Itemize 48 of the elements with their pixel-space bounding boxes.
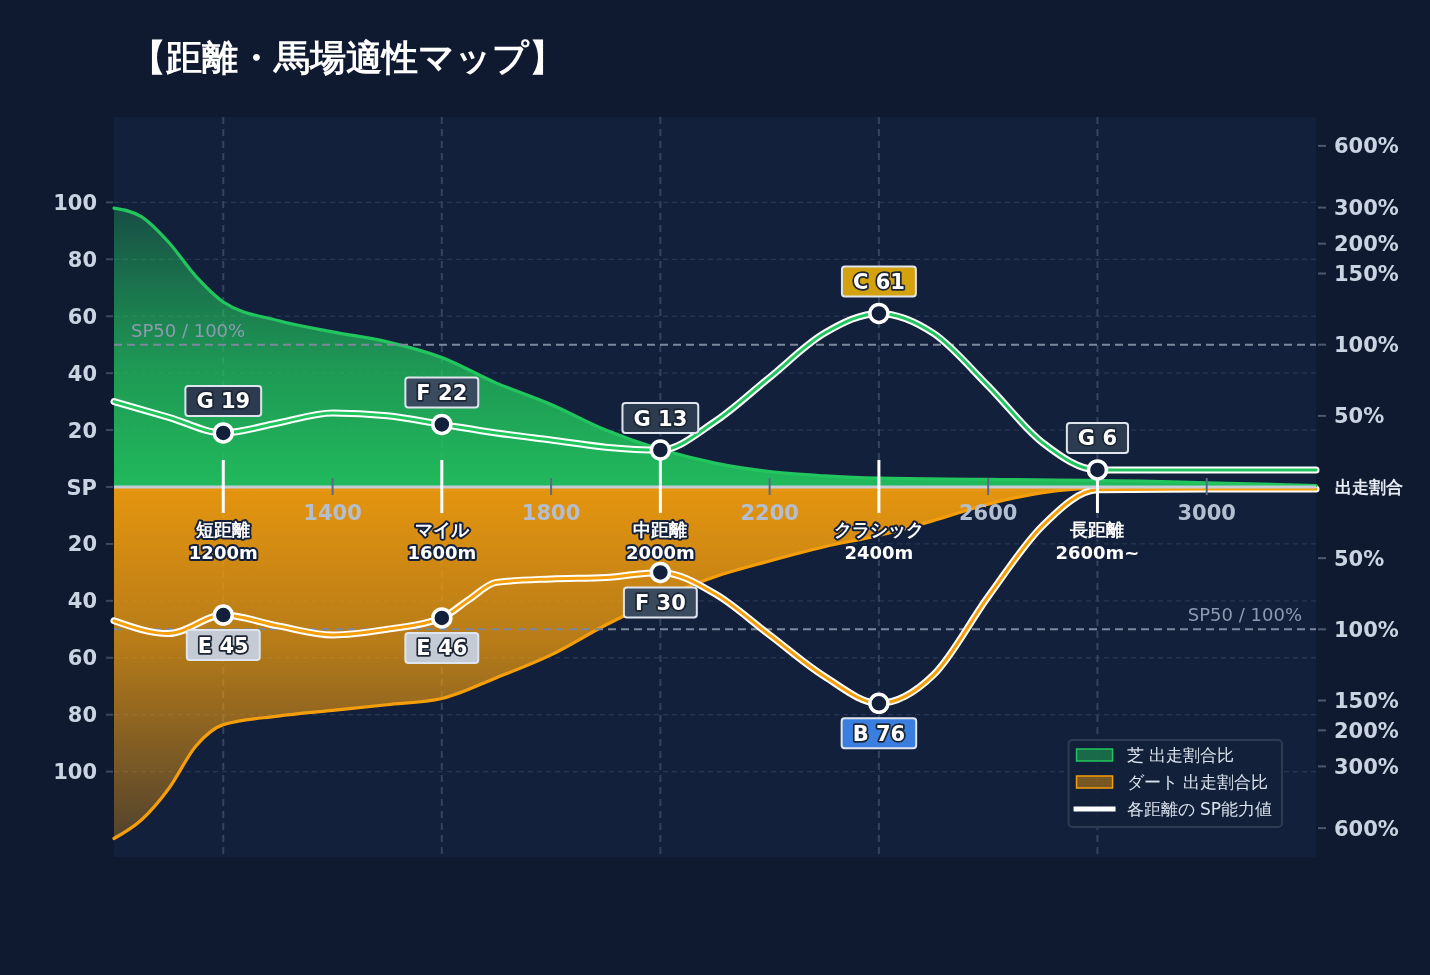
y3-tick-label: 150% <box>1334 688 1399 713</box>
ref-line-label: 長距離 2600m~ <box>1055 519 1140 563</box>
y3-tick-label: 50% <box>1334 404 1385 429</box>
y3-tick-label: 150% <box>1334 262 1399 287</box>
data-label: G 6 <box>1077 426 1118 451</box>
y2-tick-label: 200% <box>1334 232 1399 257</box>
x-tick-label: 3000 <box>1177 501 1236 525</box>
x-tick-label: 1400 <box>303 501 362 525</box>
legend-label: 各距離の SP能力値 <box>1126 799 1272 819</box>
y3-tick-label: 100% <box>1334 333 1399 358</box>
y3-tick-label: 100% <box>1334 617 1399 642</box>
y-tick-label: 40 <box>67 589 97 614</box>
x-tick-label: 1800 <box>521 501 581 525</box>
chart-title: 【距離・馬場適性マップ】 <box>130 37 565 78</box>
ref-line-label: マイル 1600m <box>407 519 477 563</box>
y-tick-label: 60 <box>67 304 97 329</box>
y2-tick-label: 600% <box>1334 816 1399 841</box>
data-label: E 45 <box>197 633 249 658</box>
data-label: E 46 <box>416 636 468 661</box>
legend-label: 芝 出走割合比 <box>1126 745 1234 765</box>
y3-tick-label: 50% <box>1334 546 1385 571</box>
y-tick-label: 20 <box>67 418 97 443</box>
x-tick-label: 2200 <box>740 501 799 525</box>
ref-line-label: SP50 / 100% <box>131 319 246 341</box>
ref-line-label: SP50 / 100% <box>1187 604 1302 626</box>
x-tick-label: 2600 <box>958 501 1018 525</box>
y2-tick-label: 300% <box>1334 196 1399 221</box>
y-tick-label: 100 <box>53 760 97 785</box>
y2-axis-title: 出走割合 <box>1335 477 1403 497</box>
data-label: B 76 <box>852 721 906 746</box>
ref-line-label: 短距離 1200m <box>188 519 258 563</box>
y-tick-label: 40 <box>67 361 97 386</box>
legend-label: ダート 出走割合比 <box>1126 772 1268 792</box>
y2-tick-label: 200% <box>1334 718 1399 743</box>
y-tick-label: 60 <box>67 646 97 671</box>
y2-tick-label: 600% <box>1334 134 1399 159</box>
data-label: G 13 <box>633 406 688 431</box>
data-label: G 19 <box>196 389 251 414</box>
ref-line-label: 中距離 2000m <box>625 519 695 563</box>
y-tick-label: 80 <box>67 247 97 272</box>
data-label: F 30 <box>634 590 686 615</box>
y-tick-label: 20 <box>67 532 97 557</box>
y-tick-label: 80 <box>67 703 97 728</box>
y-tick-label: 100 <box>53 190 97 215</box>
y-tick-label: SP <box>66 475 97 500</box>
data-label: F 22 <box>416 380 468 405</box>
data-label: C 61 <box>852 269 905 294</box>
y2-tick-label: 300% <box>1334 754 1399 779</box>
